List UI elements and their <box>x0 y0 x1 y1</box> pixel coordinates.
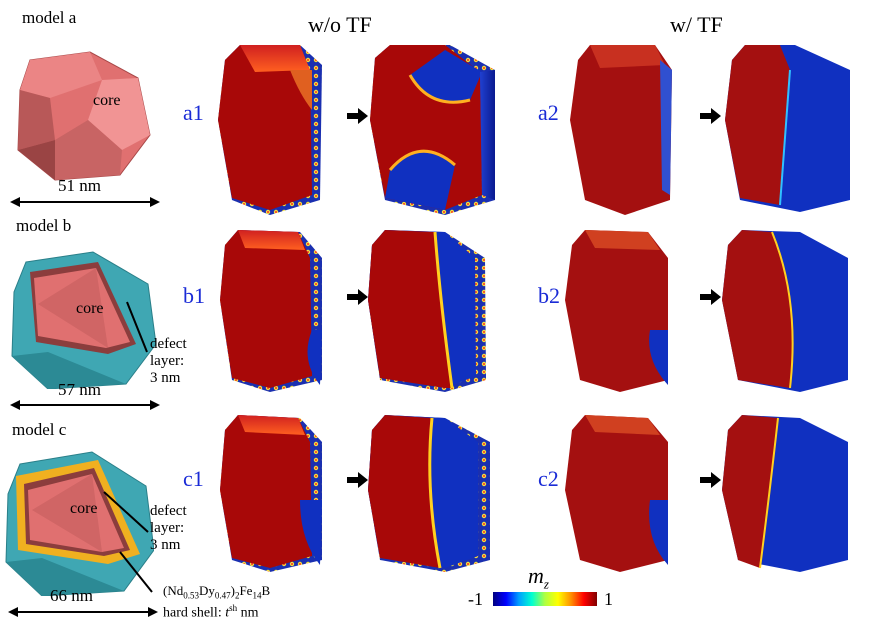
snapshot-c2-final <box>722 415 848 572</box>
model-c-defect-note-1: defect <box>150 503 187 519</box>
model-c-defect-note-3: 3 nm <box>150 537 181 553</box>
model-c-shell-thickness: hard shell: tsh nm <box>163 603 259 621</box>
model-b-defect-note-1: defect <box>150 336 187 352</box>
snapshot-a2-final <box>725 45 850 212</box>
colorbar-title: mz <box>528 563 549 592</box>
snapshot-a2-initial <box>570 45 672 215</box>
model-c-pointers <box>103 491 153 593</box>
header-wo-tf: w/o TF <box>308 12 372 37</box>
model-c-size: 66 nm <box>50 586 93 605</box>
colorbar-max: 1 <box>604 589 613 609</box>
snapshot-c2-initial <box>565 415 668 572</box>
model-b-defect-note-3: 3 nm <box>150 370 181 386</box>
model-b-size: 57 nm <box>58 380 101 399</box>
row-label-a1: a1 <box>183 100 204 125</box>
model-b-core-label: core <box>76 300 104 317</box>
row-label-b1: b1 <box>183 283 205 308</box>
model-a-size: 51 nm <box>58 176 101 195</box>
snapshot-a1-final <box>370 45 495 215</box>
model-c-defect-note-2: layer: <box>150 520 185 536</box>
model-c-title: model c <box>12 420 67 439</box>
header-w-tf: w/ TF <box>670 12 723 37</box>
transition-arrows <box>347 108 721 488</box>
model-c-grain <box>5 451 154 596</box>
row-label-c1: c1 <box>183 466 204 491</box>
model-b-defect-note-2: layer: <box>150 353 185 369</box>
row-label-b2: b2 <box>538 283 560 308</box>
snapshot-c1-final <box>368 415 490 572</box>
model-b-title: model b <box>16 216 72 235</box>
model-c-core-label: core <box>70 500 98 517</box>
model-b-defect-pointer <box>126 301 148 353</box>
snapshot-b1-initial <box>220 230 322 392</box>
snapshot-a1-initial <box>218 45 322 215</box>
colorbar <box>493 592 597 606</box>
colorbar-min: -1 <box>468 589 483 609</box>
model-b-dimension-arrow <box>10 400 160 410</box>
model-c-dimension-arrow <box>8 607 158 617</box>
model-a-core-label: core <box>93 92 121 109</box>
model-a-title: model a <box>22 8 77 27</box>
model-a-dimension-arrow <box>10 197 160 207</box>
snapshot-b1-final <box>368 230 486 392</box>
snapshot-c1-initial <box>220 415 322 572</box>
row-label-a2: a2 <box>538 100 559 125</box>
snapshot-b2-final <box>722 230 848 392</box>
snapshot-b2-initial <box>565 230 668 392</box>
model-c-shell-formula: (Nd0.53Dy0.47)2Fe14B <box>163 583 271 601</box>
model-a-grain <box>17 51 151 181</box>
row-label-c2: c2 <box>538 466 559 491</box>
model-b-grain <box>11 251 157 389</box>
